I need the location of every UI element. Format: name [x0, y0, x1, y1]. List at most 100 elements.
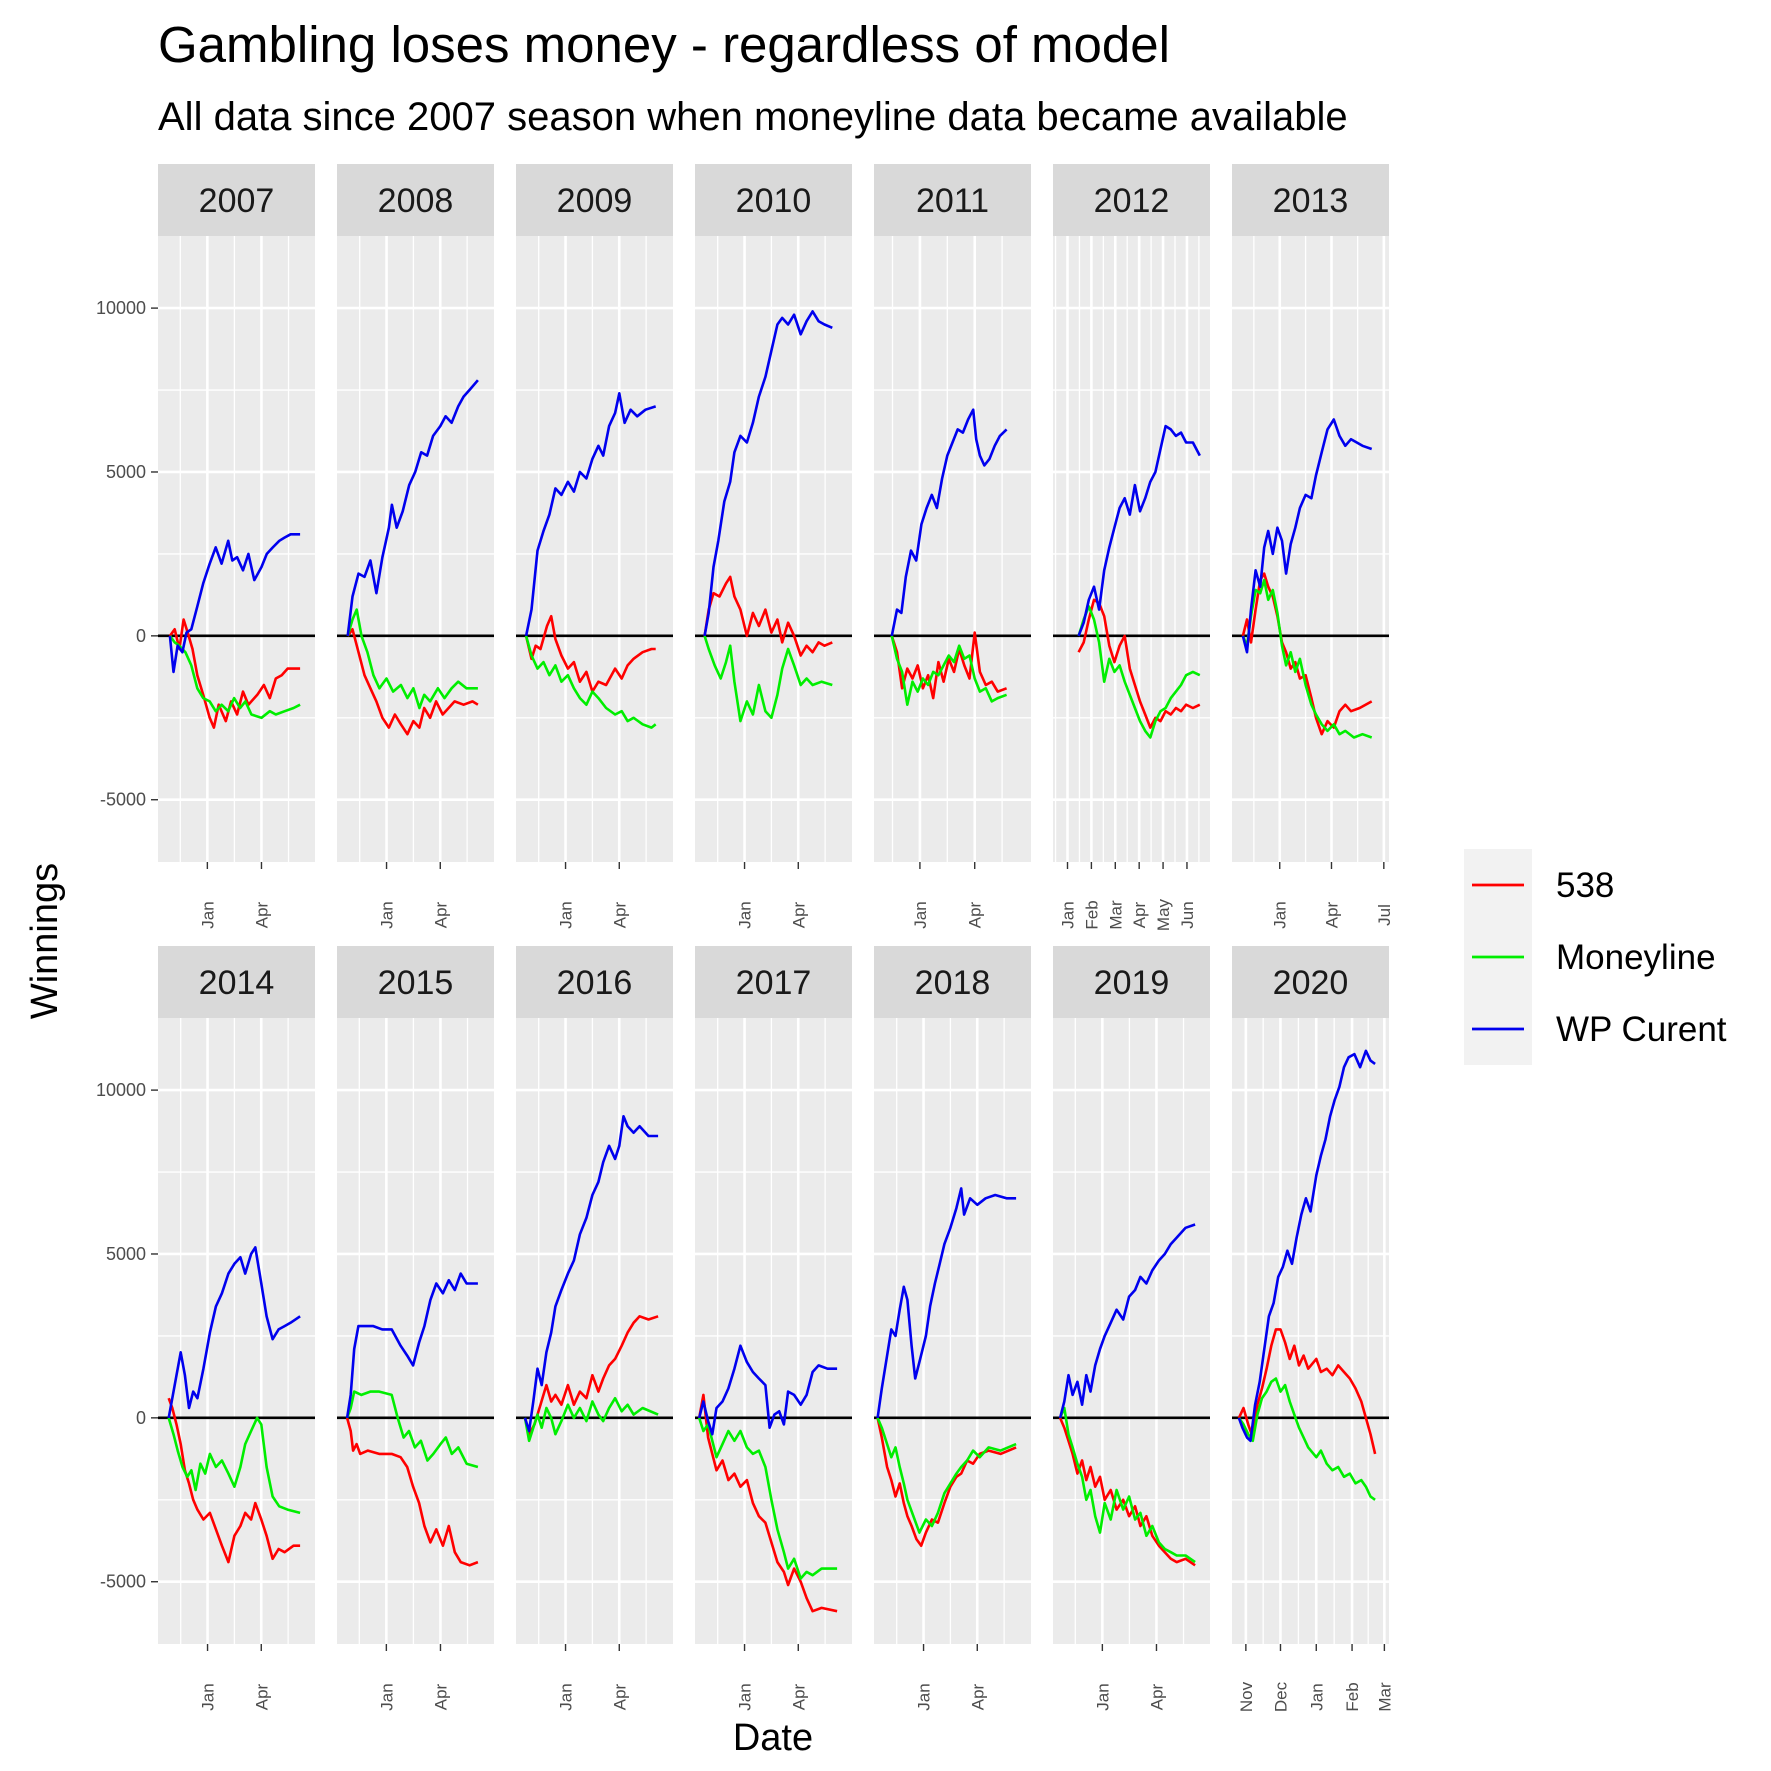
x-tick-label: Jan [199, 1683, 218, 1710]
y-tick-label: 0 [136, 1408, 146, 1428]
x-tick-label: Jan [557, 1683, 576, 1710]
series-line-538 [890, 631, 1008, 700]
series-line-538 [1058, 1417, 1196, 1567]
facet-panel-2015: 2015 Jan Apr [337, 946, 494, 1711]
plot-background [695, 1018, 852, 1644]
plot-background [158, 1018, 315, 1644]
facet-strip [1232, 164, 1389, 236]
legend-item-538: 538 [1464, 849, 1614, 921]
x-tick-label: Jan [1093, 1683, 1112, 1710]
series-line-moneyline [876, 1417, 1017, 1534]
plot-background [1053, 1018, 1210, 1644]
series-line-moneyline [703, 635, 833, 723]
x-tick-label: Jan [1271, 901, 1290, 928]
series-line-wp-curent [703, 310, 833, 637]
plot-background [874, 236, 1031, 862]
x-tick-label: Jan [378, 901, 397, 928]
facet-panel-2008: 2008 Jan Apr [337, 164, 494, 929]
facet-strip [337, 946, 494, 1018]
x-tick-label: Mar [1375, 1682, 1394, 1712]
facet-strip-label: 2012 [1094, 182, 1170, 220]
x-tick-label: Apr [1323, 901, 1342, 928]
x-tick-label: Apr [610, 901, 629, 928]
facet-panel-2016: 2016 Jan Apr [516, 946, 673, 1711]
facet-strip-label: 2013 [1273, 182, 1349, 220]
x-tick-label: Nov [1237, 1681, 1256, 1712]
facet-strip-label: 2010 [736, 182, 812, 220]
series-line-moneyline [1058, 1406, 1196, 1564]
x-tick-label: Feb [1082, 900, 1101, 929]
series-line-wp-curent [168, 533, 301, 674]
y-tick-label: 0 [136, 626, 146, 646]
series-line-538 [346, 628, 479, 736]
series-line-moneyline [523, 1396, 659, 1443]
facet-strip [516, 164, 673, 236]
facet-strip [1053, 164, 1210, 236]
series-line-moneyline [345, 1390, 479, 1469]
facet-strip [158, 946, 315, 1018]
facet-panel-2012: 2012 Jan Feb Mar Apr May Jun [1053, 164, 1210, 931]
y-tick-label: -5000 [100, 790, 146, 810]
series-line-wp-curent [345, 1272, 478, 1419]
x-tick-label: Apr [610, 1683, 629, 1710]
series-line-wp-curent [524, 392, 657, 637]
facet-strip-label: 2011 [916, 182, 989, 220]
y-axis-title: Winnings [24, 863, 66, 1019]
series-line-moneyline [168, 635, 301, 720]
facet-strip [158, 164, 315, 236]
x-tick-label: Jan [1307, 1683, 1326, 1710]
series-line-538 [876, 1417, 1017, 1547]
plot-background [1232, 1018, 1389, 1644]
facet-panel-2018: 2018 Jan Apr [874, 946, 1031, 1711]
series-line-moneyline [1077, 605, 1201, 739]
series-line-wp-curent [523, 1115, 659, 1433]
x-tick-label: Jan [198, 901, 217, 928]
x-tick-label: Apr [966, 901, 985, 928]
series-line-wp-curent [890, 408, 1008, 637]
chart-subtitle: All data since 2007 season when moneylin… [158, 95, 1348, 139]
plot-background [1232, 236, 1389, 862]
x-tick-label: Apr [968, 1683, 987, 1710]
series-line-moneyline [890, 635, 1008, 706]
x-tick-label: Dec [1272, 1681, 1291, 1712]
x-tick-label: Jan [377, 1683, 396, 1710]
facet-panel-2010: 2010 Jan Apr [695, 164, 852, 929]
x-tick-label: Apr [789, 901, 808, 928]
facet-strip-label: 2015 [378, 964, 454, 1002]
x-tick-label: Apr [431, 901, 450, 928]
legend-item-wp-curent: WP Curent [1464, 993, 1727, 1065]
y-tick-label: -5000 [100, 1572, 146, 1592]
y-tick-label: 10000 [96, 298, 146, 318]
x-tick-label: Jan [736, 1683, 755, 1710]
series-line-moneyline [697, 1417, 838, 1580]
series-line-538 [524, 614, 656, 693]
chart-title: Gambling loses money - regardless of mod… [158, 16, 1170, 73]
x-tick-label: Jan [736, 901, 755, 928]
plot-background [516, 1018, 673, 1644]
legend-label: Moneyline [1556, 938, 1716, 977]
facet-strip-label: 2017 [736, 964, 812, 1002]
facet-strip-label: 2007 [199, 182, 275, 220]
plot-background [158, 236, 315, 862]
facet-strip-label: 2019 [1094, 964, 1170, 1002]
facet-strip-label: 2020 [1273, 964, 1349, 1002]
x-tick-label: Apr [432, 1683, 451, 1710]
facet-strip-label: 2016 [557, 964, 633, 1002]
series-line-wp-curent [1077, 424, 1201, 637]
facet-panel-2019: 2019 Jan Apr [1053, 946, 1210, 1711]
y-tick-label: 10000 [96, 1080, 146, 1100]
x-tick-label: Apr [1130, 901, 1149, 928]
series-line-538 [168, 618, 301, 729]
y-tick-label: 5000 [106, 1244, 146, 1264]
x-tick-label: Jan [911, 901, 930, 928]
series-line-moneyline [1241, 578, 1373, 739]
plot-background [516, 236, 673, 862]
x-tick-label: Jan [915, 1683, 934, 1710]
facet-strip [516, 946, 673, 1018]
series-line-538 [703, 575, 833, 657]
facet-strip [1053, 946, 1210, 1018]
series-line-wp-curent [697, 1344, 838, 1436]
facet-strip-label: 2018 [915, 964, 991, 1002]
facet-strip-label: 2009 [557, 182, 633, 220]
